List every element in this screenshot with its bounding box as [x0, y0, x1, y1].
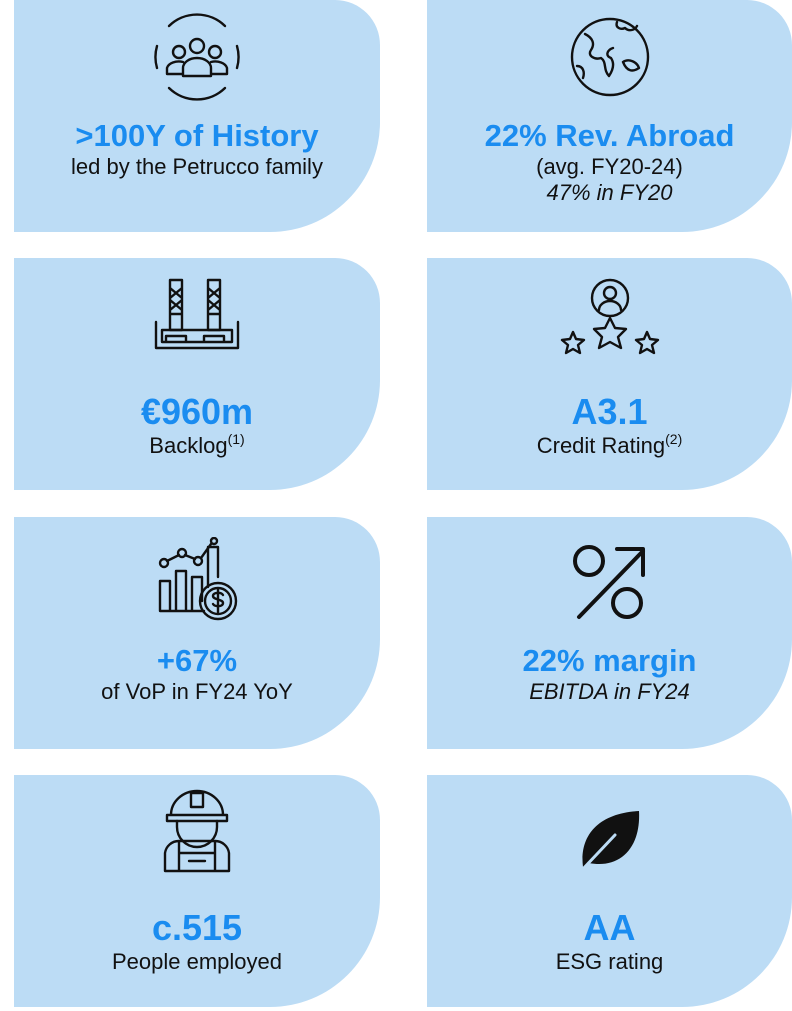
icon-worker	[163, 789, 231, 873]
card-text: >100Y of History led by the Petrucco fam…	[14, 118, 380, 180]
card-title: +67%	[156, 643, 238, 678]
footnote-ref: (1)	[227, 431, 245, 447]
icon-globe	[570, 17, 649, 97]
card-title: 22% margin	[522, 643, 697, 678]
card: A3.1 Credit Rating(2)	[427, 258, 792, 490]
card-text: A3.1 Credit Rating(2)	[427, 391, 792, 459]
card-text: +67% of VoP in FY24 YoY	[14, 643, 380, 705]
line-text: of VoP in FY24 YoY	[101, 679, 293, 704]
line-text: EBITDA in FY24	[529, 679, 690, 704]
card: AA ESG rating	[427, 775, 792, 1007]
card-line: led by the Petrucco family	[67, 154, 327, 180]
card-title: 22% Rev. Abroad	[484, 118, 735, 153]
card: c.515 People employed	[14, 775, 380, 1007]
card: +67% of VoP in FY24 YoY	[14, 517, 380, 749]
card-text: 22% Rev. Abroad (avg. FY20-24) 47% in FY…	[427, 118, 792, 206]
icon-people	[154, 13, 240, 101]
icon-leaf	[579, 811, 639, 873]
icon-growth	[158, 537, 238, 621]
card-line: (avg. FY20-24)	[427, 154, 792, 180]
card-line: of VoP in FY24 YoY	[14, 679, 380, 705]
card-line: EBITDA in FY24	[427, 679, 792, 705]
card-title: €960m	[140, 391, 254, 432]
line-text: 47% in FY20	[546, 180, 673, 205]
card-text: c.515 People employed	[14, 907, 380, 975]
line-text: Backlog	[149, 433, 228, 458]
card-text: €960m Backlog(1)	[14, 391, 380, 459]
card-title: c.515	[151, 907, 243, 948]
card-text: 22% margin EBITDA in FY24	[427, 643, 792, 705]
card-title: AA	[583, 907, 636, 948]
card: >100Y of History led by the Petrucco fam…	[14, 0, 380, 232]
card-line: Credit Rating(2)	[427, 431, 792, 459]
card-line: People employed	[14, 949, 380, 975]
card-title: A3.1	[571, 391, 648, 432]
line-text: Credit Rating	[536, 433, 666, 458]
line-text: ESG rating	[555, 949, 664, 974]
line-text: led by the Petrucco family	[71, 154, 323, 179]
icon-percent	[572, 545, 645, 619]
footnote-ref: (2)	[665, 431, 683, 447]
card-title: >100Y of History	[75, 118, 319, 153]
line-text: People employed	[111, 949, 282, 974]
icon-rig	[154, 278, 240, 350]
card-line: Backlog(1)	[14, 431, 380, 459]
card: 22% margin EBITDA in FY24	[427, 517, 792, 749]
card: 22% Rev. Abroad (avg. FY20-24) 47% in FY…	[427, 0, 792, 232]
line-text: (avg. FY20-24)	[536, 154, 683, 179]
icon-rating	[560, 278, 659, 355]
card-line: ESG rating	[427, 949, 792, 975]
card-text: AA ESG rating	[427, 907, 792, 975]
card-line: 47% in FY20	[427, 180, 792, 206]
card: €960m Backlog(1)	[14, 258, 380, 490]
